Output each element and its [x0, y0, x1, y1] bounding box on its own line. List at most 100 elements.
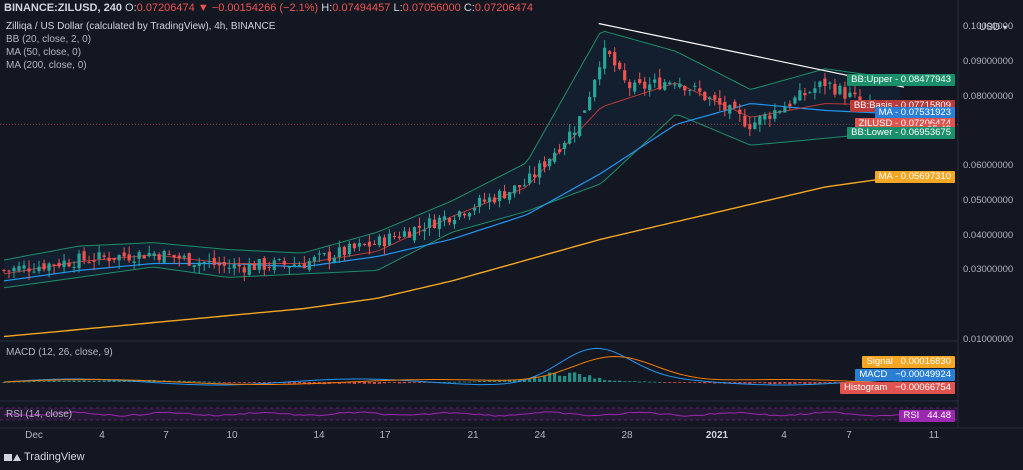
price-tag-label: BB:Upper [851, 73, 893, 85]
ma50-indicator-label[interactable]: MA (50, close, 0) [6, 47, 82, 58]
bb-indicator-label[interactable]: BB (20, close, 2, 0) [6, 34, 92, 45]
candle-body [713, 95, 717, 100]
candle-body [412, 227, 417, 241]
candle-body [833, 83, 837, 95]
macd-histogram-bar [573, 372, 577, 382]
macd-histogram-bar [668, 382, 672, 383]
macd-histogram-bar [497, 380, 502, 382]
candle-body [277, 259, 281, 261]
candle-body [858, 96, 862, 102]
macd-histogram-bar [768, 382, 772, 385]
macd-histogram-bar [833, 382, 837, 384]
price-tag-value: - 0.07206474 [892, 118, 951, 130]
macd-histogram-bar [377, 382, 382, 384]
macd-histogram-bar [112, 380, 116, 382]
candle-body [738, 109, 742, 114]
ma200-indicator-label[interactable]: MA (200, close, 0) [6, 60, 87, 71]
macd-histogram-bar [362, 382, 367, 384]
candle-body [628, 82, 632, 89]
candle-body [723, 102, 727, 111]
change-value: ▼ −0.00154266 (−2.1%) [197, 2, 319, 14]
tradingview-logo[interactable]: TradingView [4, 451, 85, 463]
candle-body [447, 218, 452, 223]
candle-body [553, 152, 557, 162]
price-tick-label: 0.09000000 [963, 55, 1014, 67]
candle-body [107, 257, 111, 262]
macd-histogram-bar [197, 381, 201, 383]
candle-body [808, 92, 812, 94]
candle-body [588, 96, 592, 110]
candle-body [137, 252, 141, 259]
macd-signal-tag: Signal 0.00016830 [862, 356, 955, 368]
macd-histogram-bar [588, 375, 592, 382]
candle-body [87, 262, 91, 264]
macd-histogram-bar [442, 381, 447, 383]
macd-histogram-bar [37, 381, 41, 382]
candle-body [462, 213, 467, 216]
macd-histogram-bar [678, 382, 682, 383]
candle-body [558, 149, 562, 153]
macd-histogram-bar [252, 382, 256, 383]
macd-signal-label: Signal [866, 356, 893, 367]
candle-body [497, 190, 502, 202]
candle-body [157, 254, 161, 261]
macd-histogram-bar [613, 380, 617, 382]
macd-histogram-bar [818, 382, 822, 384]
candle-body [357, 243, 361, 247]
macd-line-label: MACD [859, 369, 888, 380]
macd-histogram-bar [823, 382, 827, 383]
candle-body [62, 260, 66, 268]
price-tick-label: 0.08000000 [963, 90, 1014, 102]
symbol-label[interactable]: BINANCE:ZILUSD, 240 [4, 2, 122, 14]
macd-indicator-label[interactable]: MACD (12, 26, close, 9) [6, 347, 113, 358]
candle-body [142, 255, 146, 259]
candle-body [132, 261, 136, 263]
candle-body [848, 92, 852, 97]
candle-body [452, 219, 457, 225]
candle-body [172, 254, 176, 258]
candle-body [838, 85, 842, 95]
candle-body [312, 256, 316, 262]
currency-selector[interactable]: USD ▾ [979, 22, 1007, 33]
candle-body [653, 79, 657, 83]
candle-body [613, 52, 617, 66]
macd-histogram-label: Histogram [844, 382, 888, 393]
rsi-indicator-label[interactable]: RSI (14, close) [6, 409, 73, 420]
candle-body [422, 229, 427, 232]
macd-histogram-bar [392, 382, 397, 383]
candle-body [543, 161, 547, 168]
bb-upper-line [3, 30, 901, 261]
macd-histogram-bar [267, 382, 271, 384]
macd-histogram-bar [748, 382, 752, 384]
candle-body [367, 241, 372, 247]
candle-body [152, 253, 156, 257]
close-label: C: [463, 2, 475, 14]
candle-body [823, 78, 827, 87]
macd-histogram-bar [568, 372, 572, 382]
candle-body [502, 191, 507, 199]
macd-histogram-bar [628, 381, 632, 382]
macd-line-value: −0.00049924 [895, 369, 951, 380]
macd-histogram-bar [192, 381, 196, 382]
candle-body [342, 246, 346, 255]
candle-body [678, 83, 682, 88]
time-tick-label: 11 [928, 430, 940, 441]
macd-histogram-bar [227, 382, 231, 383]
time-tick-label: 7 [846, 430, 852, 441]
macd-histogram-bar [778, 382, 782, 385]
candle-body [718, 97, 722, 105]
candle-body [212, 257, 216, 265]
candle-body [853, 92, 857, 95]
macd-histogram-bar [553, 372, 557, 382]
candle-body [292, 264, 296, 267]
macd-histogram-bar [202, 381, 206, 383]
candle-body [47, 263, 51, 271]
candle-body [728, 105, 732, 114]
candle-body [683, 86, 687, 91]
macd-histogram-bar [773, 382, 777, 385]
macd-histogram-bar [743, 382, 747, 384]
price-tick-label: 0.03000000 [963, 264, 1014, 276]
candle-body [648, 84, 652, 91]
macd-histogram-bar [738, 382, 742, 385]
